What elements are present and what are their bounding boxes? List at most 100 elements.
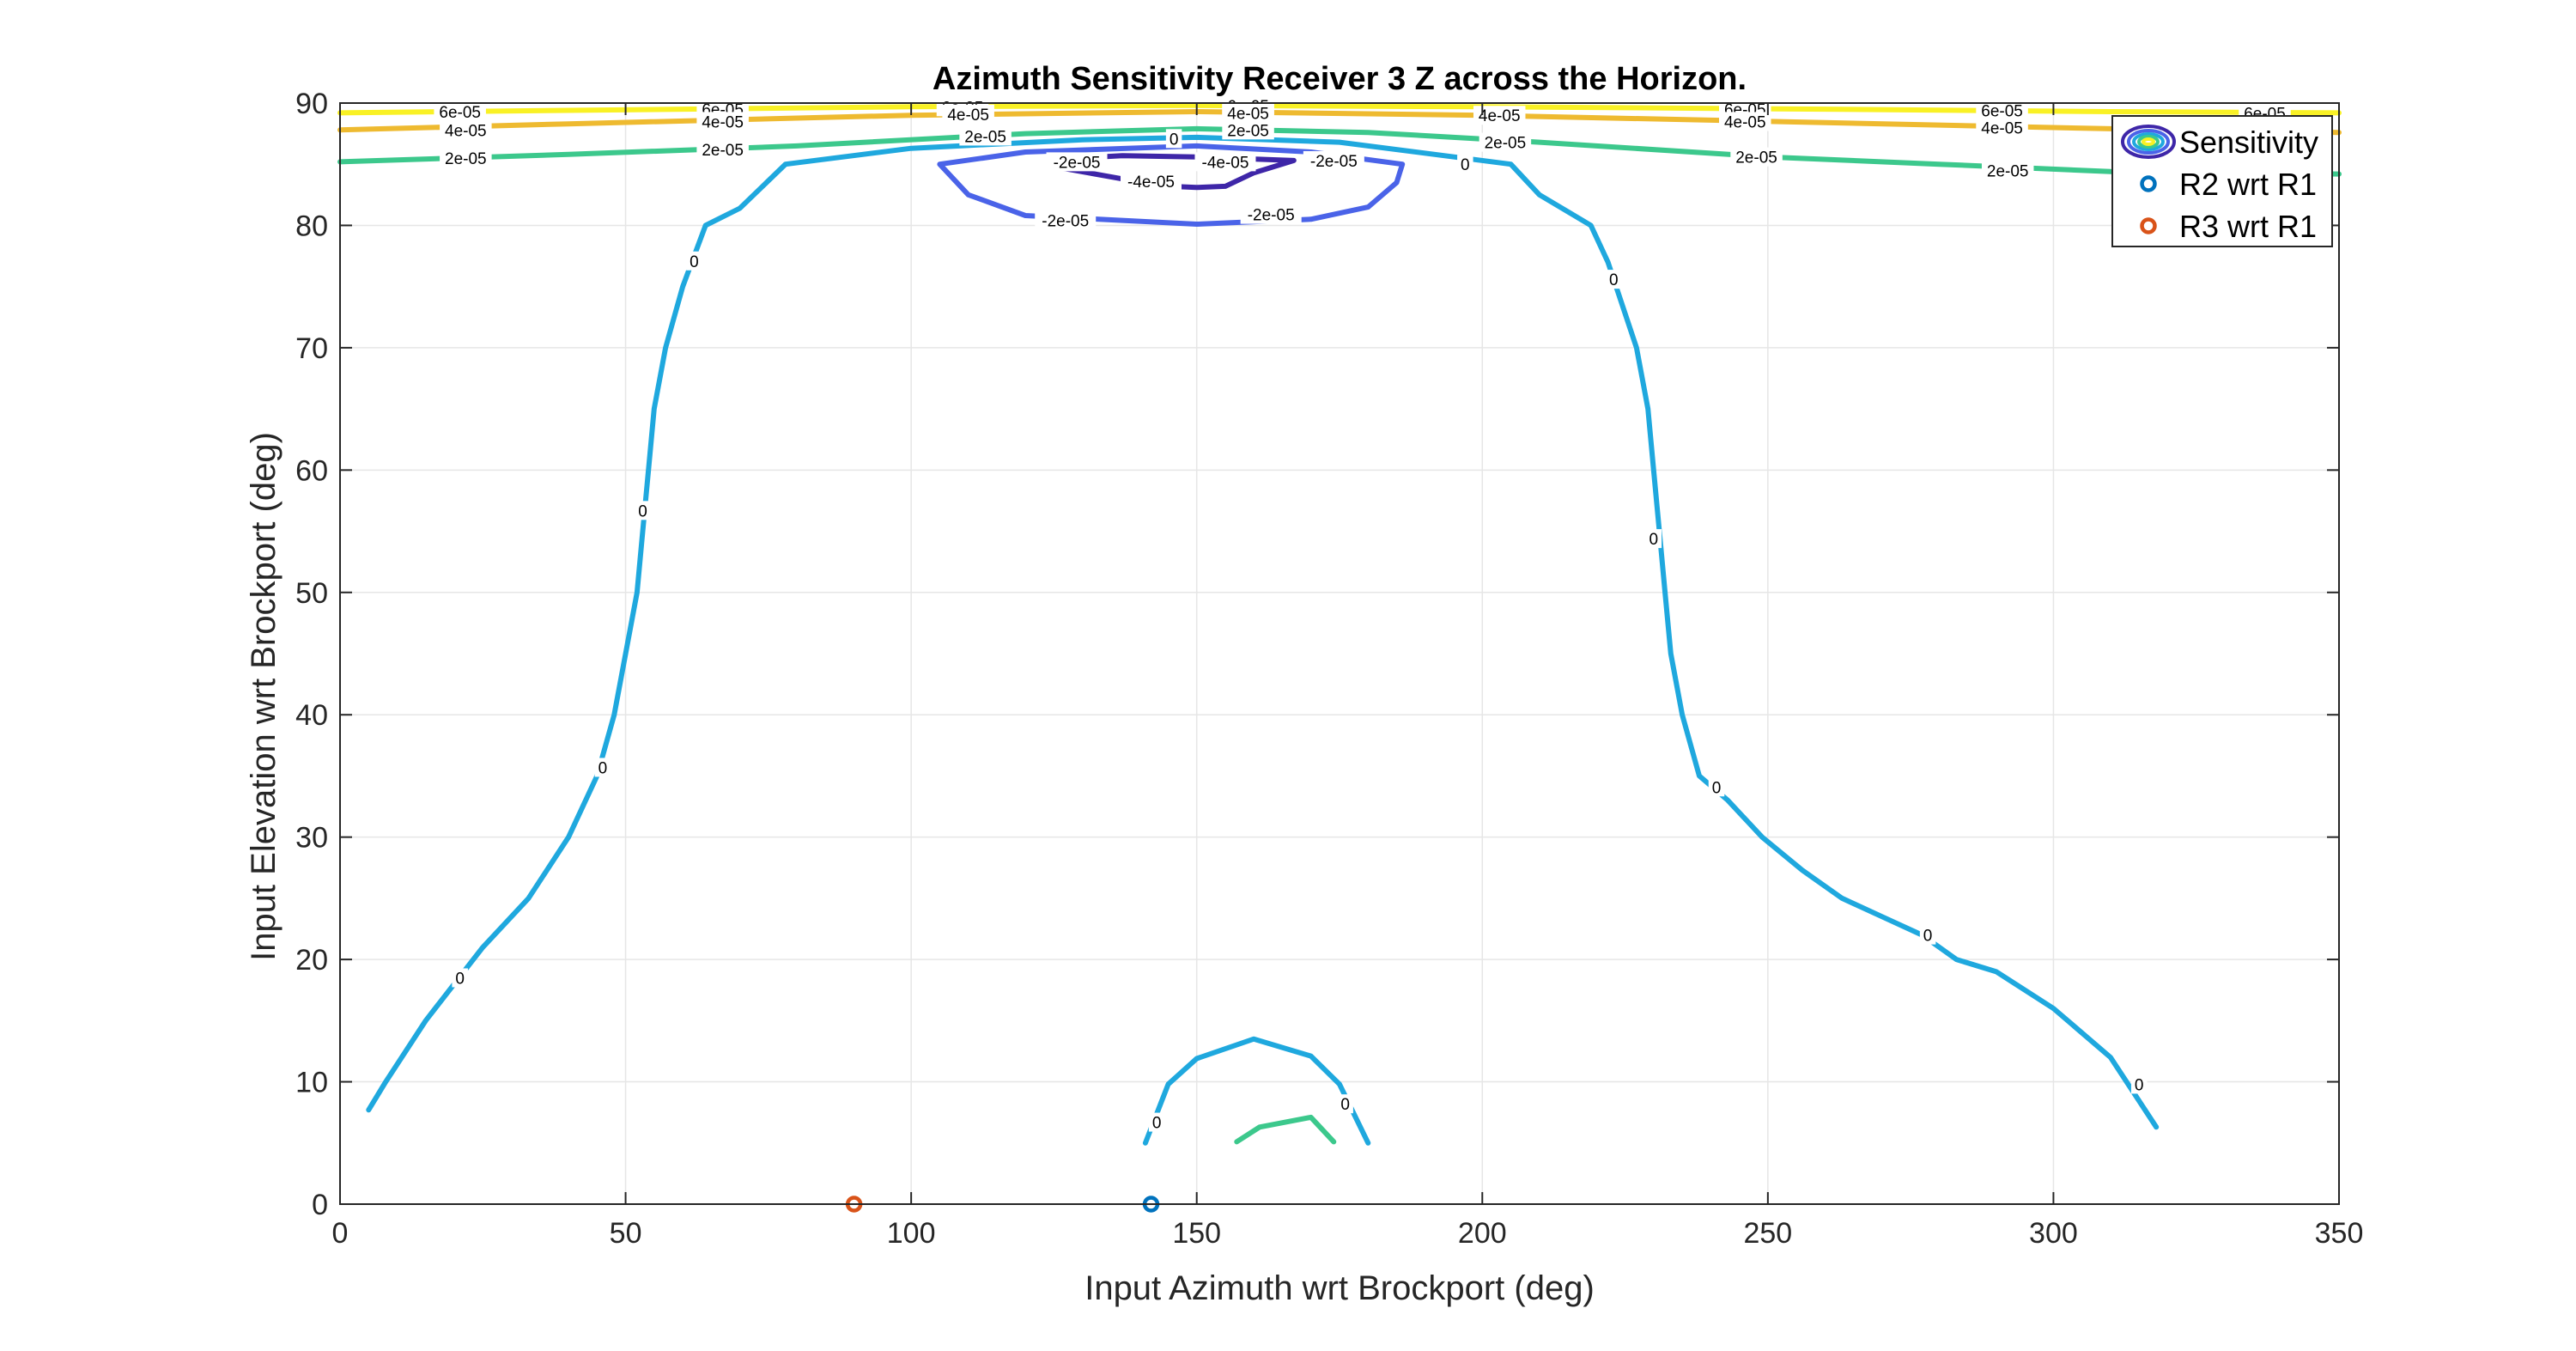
legend-label: R2 wrt R1	[2179, 167, 2317, 202]
y-tick-label: 90	[295, 88, 328, 120]
contour-label-bg	[959, 126, 1012, 146]
contour-label-bg	[452, 968, 468, 988]
contour-label-bg	[1165, 129, 1182, 149]
contour-label: 2e-05	[1987, 162, 2029, 180]
x-tick-label: 50	[610, 1217, 642, 1250]
y-tick-label: 70	[295, 332, 328, 365]
contour-label-bg	[1976, 100, 2028, 120]
contour-label: 0	[638, 502, 647, 520]
contour-label-bg	[2130, 1074, 2148, 1094]
contour-line	[366, 134, 2160, 1130]
contour-label-bg	[1148, 1112, 1165, 1132]
legend-contour-icon	[2132, 132, 2165, 151]
contour-label: 4e-05	[445, 122, 487, 140]
y-tick-label: 60	[295, 454, 328, 487]
contour-line	[1234, 1114, 1337, 1145]
contour-line	[337, 109, 2342, 136]
plot-area	[340, 103, 2339, 1204]
contour-label: -2e-05	[1042, 213, 1089, 231]
contour-label: -4e-05	[1127, 173, 1175, 192]
contour-label-bg	[1240, 204, 1302, 224]
contour-label: 0	[1649, 531, 1659, 549]
contour-label: 4e-05	[1479, 107, 1521, 125]
legend-marker	[2140, 175, 2157, 192]
contour-label: -2e-05	[1310, 153, 1358, 171]
y-tick-label: 10	[295, 1067, 328, 1099]
legend-label: R3 wrt R1	[2179, 209, 2317, 244]
contour-label-bg	[434, 101, 486, 121]
legend-contour-icon	[2137, 135, 2160, 149]
contour-label: 2e-05	[1485, 135, 1527, 153]
x-tick-label: 100	[887, 1217, 936, 1250]
y-tick-label: 80	[295, 210, 328, 242]
contour-label-bg	[1303, 150, 1364, 170]
legend: Sensitivity R2 wrt R1 R3 wrt R1	[2111, 115, 2333, 247]
contour-line	[1142, 1036, 1371, 1146]
x-tick-label: 300	[2029, 1217, 2078, 1250]
y-tick-label: 0	[312, 1189, 328, 1221]
contour-label-bg	[1981, 161, 2034, 180]
contour-label-bg	[696, 112, 749, 131]
y-tick-label: 20	[295, 944, 328, 977]
contour-label-bg	[1708, 777, 1725, 797]
x-tick-label: 350	[2315, 1217, 2364, 1250]
contour-label: 2e-05	[964, 128, 1006, 146]
y-tick-label: 50	[295, 577, 328, 610]
contour-label: 6e-05	[1981, 103, 2023, 121]
y-tick-label: 40	[295, 699, 328, 732]
y-tick-label: 30	[295, 822, 328, 855]
contour-label: 0	[1923, 928, 1933, 946]
contour-label-bg	[1457, 155, 1473, 174]
legend-contour-icon	[2142, 137, 2155, 146]
contour-label: 0	[690, 253, 699, 271]
contour-label-bg	[1730, 147, 1783, 167]
axes-box	[339, 102, 2340, 1205]
contour-label-bg	[1473, 106, 1526, 125]
contour-label-bg	[1606, 270, 1622, 289]
contour-label-bg	[942, 104, 994, 124]
legend-contour-icon	[2127, 129, 2170, 155]
contour-label: -2e-05	[1054, 154, 1101, 172]
y-axis-label: Input Elevation wrt Brockport (deg)	[245, 432, 283, 961]
contour-label: 4e-05	[947, 106, 989, 125]
contour-label: 0	[598, 759, 608, 777]
legend-contour-icon	[2121, 125, 2176, 159]
contour-label: 4e-05	[1227, 105, 1269, 123]
contour-label: 2e-05	[1735, 149, 1777, 167]
contour-label-bg	[1222, 120, 1274, 140]
contour-label: 6e-05	[439, 104, 481, 122]
contour-label: 0	[1609, 271, 1619, 289]
contour-label: 4e-05	[702, 113, 744, 131]
contour-label-bg	[1337, 1094, 1353, 1114]
x-tick-label: 200	[1458, 1217, 1507, 1250]
contour-label: 0	[1152, 1115, 1162, 1133]
contour-label: 2e-05	[445, 150, 487, 168]
chart-title: Azimuth Sensitivity Receiver 3 Z across …	[933, 61, 1747, 97]
contour-label: 0	[1712, 779, 1722, 797]
contour-label-bg	[1976, 118, 2028, 137]
contour-label: 0	[2135, 1076, 2144, 1094]
contour-label: 0	[1340, 1096, 1350, 1114]
contour-label: 4e-05	[1724, 113, 1766, 131]
x-tick-label: 150	[1172, 1217, 1221, 1250]
legend-marker	[2140, 217, 2157, 234]
contour-label: 2e-05	[1227, 122, 1269, 140]
contour-label-bg	[1919, 925, 1936, 945]
axes-frame	[339, 102, 2340, 1205]
contour-label-bg	[1719, 112, 1771, 131]
legend-label: Sensitivity	[2179, 125, 2318, 160]
contour-label: 4e-05	[1981, 119, 2023, 137]
contour-label-bg	[1645, 529, 1662, 549]
contour-label-bg	[1046, 152, 1108, 172]
contour-label-bg	[635, 501, 651, 520]
contour-label-bg	[1121, 172, 1182, 192]
contour-labels: 6e-056e-056e-056e-056e-056e-056e-054e-05…	[434, 95, 2291, 1133]
contour-label-bg	[440, 149, 492, 168]
x-axis-label: Input Azimuth wrt Brockport (deg)	[1084, 1269, 1595, 1307]
contour-label-bg	[594, 758, 611, 777]
contour-label: -2e-05	[1248, 207, 1295, 225]
contour-label-bg	[1479, 132, 1532, 152]
axes-background	[340, 103, 2339, 1204]
contour-label-bg	[1194, 152, 1256, 172]
x-tick-label: 0	[332, 1217, 349, 1250]
